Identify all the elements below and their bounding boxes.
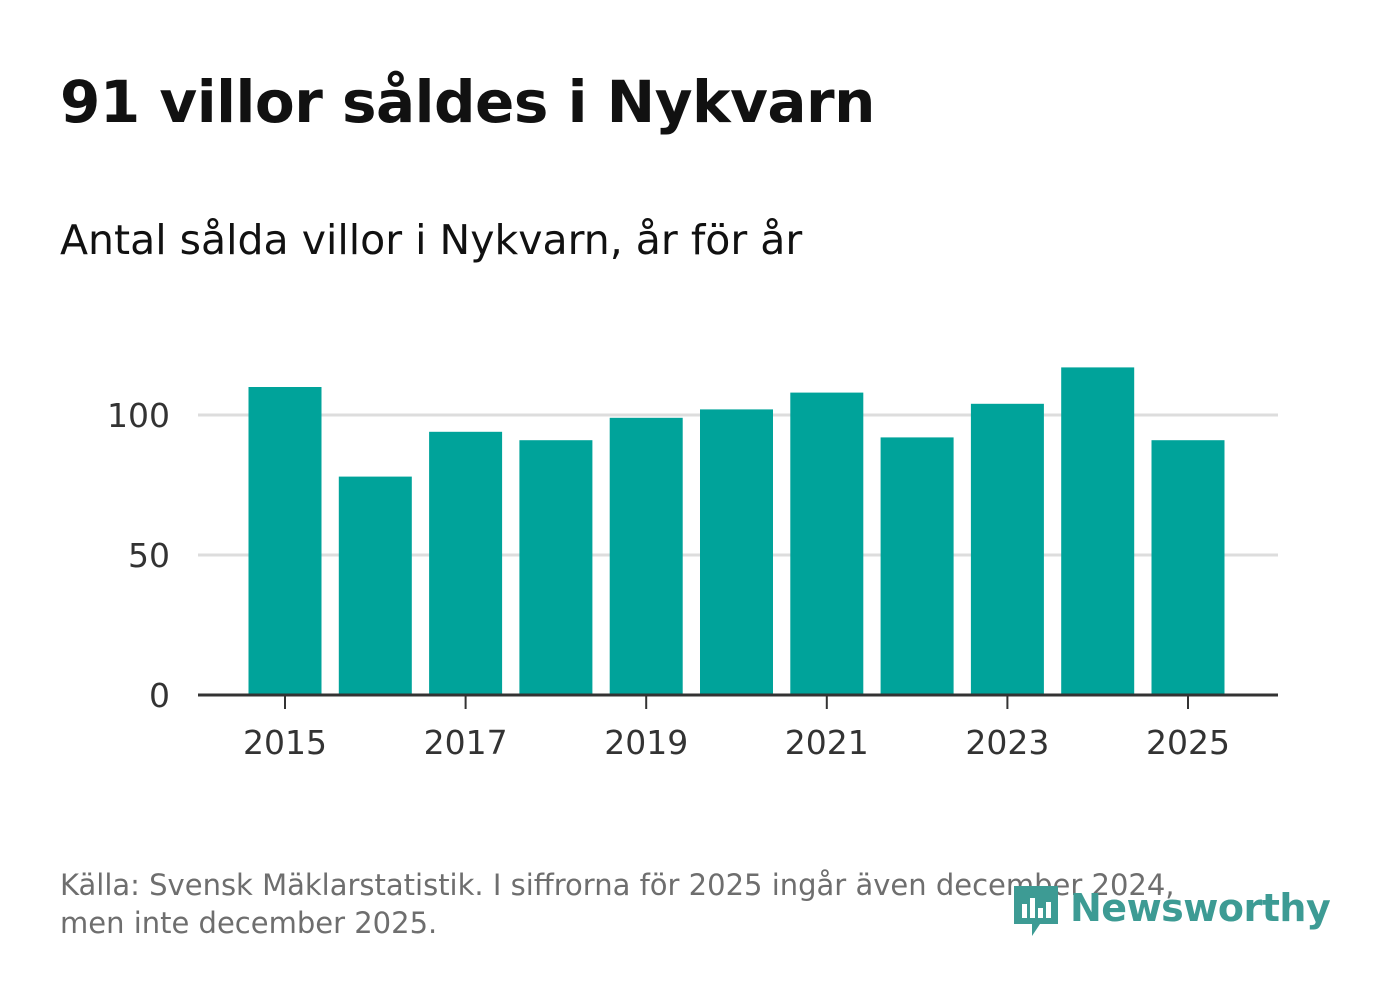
- x-tick-label-2025: 2025: [1146, 723, 1230, 762]
- y-tick-label-100: 100: [107, 396, 170, 435]
- bar-2020: [700, 409, 773, 695]
- brand-name: Newsworthy: [1070, 886, 1331, 930]
- bar-2024: [1061, 367, 1135, 695]
- x-tick-label-2017: 2017: [424, 723, 508, 762]
- source-line-1: Källa: Svensk Mäklarstatistik. I siffror…: [60, 868, 1175, 902]
- bar-2017: [429, 431, 503, 695]
- chart-subtitle: Antal sålda villor i Nykvarn, år för år: [60, 216, 803, 264]
- newsworthy-logo-icon: [1014, 886, 1058, 936]
- bar-2023: [970, 403, 1044, 695]
- bar-2016: [338, 476, 412, 695]
- bars: [248, 367, 1225, 695]
- y-tick-label-50: 50: [128, 536, 170, 575]
- bar-2022: [880, 437, 954, 695]
- bar-2015: [248, 387, 322, 695]
- x-tick-label-2019: 2019: [604, 723, 688, 762]
- y-tick-label-0: 0: [149, 676, 170, 715]
- chart-title: 91 villor såldes i Nykvarn: [60, 68, 875, 136]
- brand-logo: Newsworthy: [1010, 878, 1331, 938]
- x-tick-label-2023: 2023: [965, 723, 1049, 762]
- bar-2021: [790, 392, 864, 695]
- bar-2025: [1151, 440, 1225, 695]
- bar-2019: [609, 417, 683, 695]
- x-tick-label-2021: 2021: [785, 723, 869, 762]
- axes: 0 50 100 2015 2017 2019 2021 2023 2025: [107, 396, 1278, 762]
- x-tick-label-2015: 2015: [243, 723, 327, 762]
- bar-2018: [519, 440, 593, 695]
- source-line-2: men inte december 2025.: [60, 906, 438, 940]
- source-note: Källa: Svensk Mäklarstatistik. I siffror…: [60, 866, 1260, 942]
- bar-chart: 0 50 100 2015 2017 2019 2021 2023 2025: [107, 367, 1278, 762]
